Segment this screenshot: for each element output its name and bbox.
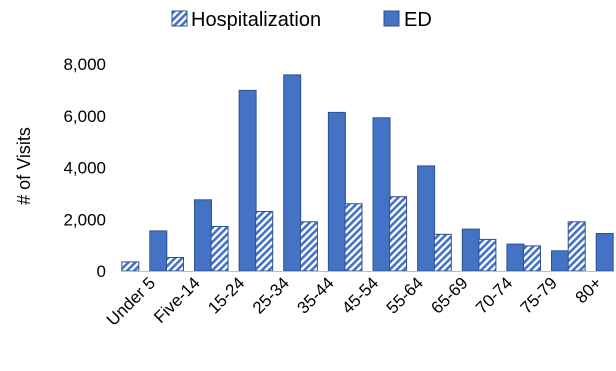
- x-tick-label-75-79: 75-79: [517, 273, 561, 317]
- bar-hospitalization-35-44: [299, 221, 318, 272]
- x-tick-label-70-74: 70-74: [472, 273, 516, 317]
- y-tick-label-4000: 4,000: [63, 159, 106, 178]
- bar-hospitalization-75-79: [523, 245, 541, 272]
- bar-ed-80: [595, 233, 614, 272]
- y-axis-title: # of Visits: [14, 127, 34, 205]
- legend-label-hospitalization: Hospitalization: [191, 9, 321, 31]
- bars: [121, 74, 614, 272]
- x-tick-label-80: 80+: [572, 273, 606, 307]
- legend-label-ed: ED: [404, 9, 432, 31]
- bar-hospitalization-55-64: [389, 196, 408, 272]
- bar-ed-15-24: [238, 89, 257, 272]
- x-tick-label-65-69: 65-69: [427, 273, 471, 317]
- y-tick-label-0: 0: [97, 262, 106, 281]
- bar-hospitalization-15-24: [210, 226, 229, 272]
- bar-hospitalization-25-34: [255, 211, 274, 272]
- bar-ed-under-5: [149, 230, 168, 272]
- x-tick-label-15-24: 15-24: [204, 273, 248, 317]
- bar-ed-35-44: [327, 111, 346, 272]
- x-tick-label-45-54: 45-54: [338, 273, 382, 317]
- bar-hospitalization-under-5: [121, 261, 140, 272]
- bar-ed-75-79: [551, 250, 569, 272]
- bar-hospitalization-five-14: [166, 257, 184, 272]
- legend-swatch-hospitalization: [171, 10, 188, 27]
- y-axis-ticks: 0 2,000 4,000 6,000 8,000: [63, 55, 106, 281]
- bar-hospitalization-80: [567, 221, 586, 272]
- x-tick-label-25-34: 25-34: [249, 273, 293, 317]
- x-tick-label-under-5: Under 5: [103, 273, 159, 329]
- bar-hospitalization-70-74: [478, 238, 497, 272]
- x-tick-label-35-44: 35-44: [294, 273, 338, 317]
- legend: Hospitalization ED: [171, 9, 432, 31]
- bar-ed-70-74: [506, 243, 525, 272]
- bar-ed-45-54: [372, 117, 391, 272]
- bar-ed-65-69: [461, 228, 480, 272]
- legend-swatch-ed: [383, 10, 400, 27]
- y-tick-label-8000: 8,000: [63, 55, 106, 74]
- x-tick-label-55-64: 55-64: [383, 273, 427, 317]
- y-tick-label-6000: 6,000: [63, 107, 106, 126]
- y-tick-label-2000: 2,000: [63, 210, 106, 229]
- bar-hospitalization-65-69: [433, 233, 452, 272]
- bar-hospitalization-45-54: [344, 203, 363, 272]
- bar-ed-55-64: [417, 165, 436, 272]
- bar-ed-25-34: [283, 74, 302, 272]
- x-tick-label-five-14: Five-14: [150, 273, 204, 327]
- bar-ed-five-14: [194, 199, 212, 272]
